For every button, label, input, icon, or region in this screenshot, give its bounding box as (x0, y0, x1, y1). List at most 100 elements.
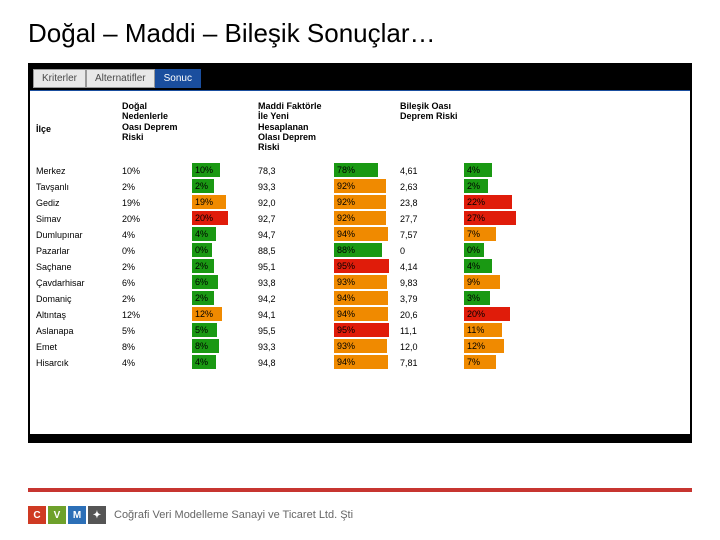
slide-title: Doğal – Maddi – Bileşik Sonuçlar… (28, 18, 692, 49)
bilesik-val-8: 3,79 (400, 291, 460, 307)
maddi-val-4: 94,7 (258, 227, 330, 243)
dogal-val-8: 2% (122, 291, 188, 307)
dogal-val-5: 0% (122, 243, 188, 259)
maddi-bar-8: 94% (334, 291, 396, 305)
dogal-bar-9: 12% (192, 307, 254, 321)
col-ilce: İlçe MerkezTavşanlıGedizSimavDumlupınarP… (36, 101, 118, 428)
ilce-row-2: Gediz (36, 195, 118, 211)
dogal-bar-2: 19% (192, 195, 254, 209)
bilesik-val-7: 9,83 (400, 275, 460, 291)
maddi-val-5: 88,5 (258, 243, 330, 259)
dogal-val-2: 19% (122, 195, 188, 211)
tab-sonuc[interactable]: Sonuc (155, 69, 201, 88)
bilesik-bar-10: 11% (464, 323, 528, 337)
bilesik-val-9: 20,6 (400, 307, 460, 323)
bilesik-bar-12: 7% (464, 355, 528, 369)
header-ilce: İlçe (36, 101, 118, 163)
bilesik-val-0: 4,61 (400, 163, 460, 179)
maddi-val-2: 92,0 (258, 195, 330, 211)
maddi-bar-4: 94% (334, 227, 396, 241)
dogal-bar-11: 8% (192, 339, 254, 353)
dogal-bar-3: 20% (192, 211, 254, 225)
maddi-bar-10: 95% (334, 323, 396, 337)
dogal-bar-1: 2% (192, 179, 254, 193)
dogal-val-9: 12% (122, 307, 188, 323)
ilce-row-0: Merkez (36, 163, 118, 179)
col-maddi-bars: 78% 92% 92% 92% 94% 88% 95% 93% 94% 94% 95% 93% 94% (334, 101, 396, 428)
header-maddi: Maddi Faktörle İle Yeni Hesaplanan Olası… (258, 101, 330, 163)
bilesik-val-6: 4,14 (400, 259, 460, 275)
maddi-bar-7: 93% (334, 275, 396, 289)
bilesik-bar-3: 27% (464, 211, 528, 225)
ilce-row-11: Emet (36, 339, 118, 355)
bilesik-bar-6: 4% (464, 259, 528, 273)
header-maddi-bars (334, 101, 396, 163)
logo-m: M (68, 506, 86, 524)
dogal-val-12: 4% (122, 355, 188, 371)
maddi-bar-1: 92% (334, 179, 396, 193)
dogal-bar-12: 4% (192, 355, 254, 369)
footer-company: Coğrafi Veri Modelleme Sanayi ve Ticaret… (114, 509, 353, 521)
maddi-val-8: 94,2 (258, 291, 330, 307)
ilce-row-6: Saçhane (36, 259, 118, 275)
logo-c: C (28, 506, 46, 524)
bilesik-val-3: 27,7 (400, 211, 460, 227)
col-bilesik-bars: 4%2%22%27%7%0%4%9%3%20%11%12%7% (464, 101, 528, 428)
ilce-row-8: Domaniç (36, 291, 118, 307)
header-dogal: Doğal Nedenlerle Oası Deprem Riski (122, 101, 188, 163)
maddi-val-12: 94,8 (258, 355, 330, 371)
results-panel: İlçe MerkezTavşanlıGedizSimavDumlupınarP… (30, 90, 690, 434)
dogal-val-6: 2% (122, 259, 188, 275)
header-bilesik: Bileşik Oası Deprem Riski (400, 101, 460, 163)
tab-alternatifler[interactable]: Alternatifler (86, 69, 155, 88)
dogal-val-7: 6% (122, 275, 188, 291)
bilesik-bar-0: 4% (464, 163, 528, 177)
col-maddi-values: Maddi Faktörle İle Yeni Hesaplanan Olası… (258, 101, 330, 428)
dogal-val-0: 10% (122, 163, 188, 179)
dogal-bar-5: 0% (192, 243, 254, 257)
header-dogal-bars (192, 101, 254, 163)
ilce-row-5: Pazarlar (36, 243, 118, 259)
bilesik-val-4: 7,57 (400, 227, 460, 243)
dogal-bar-4: 4% (192, 227, 254, 241)
dogal-bar-8: 2% (192, 291, 254, 305)
maddi-bar-0: 78% (334, 163, 396, 177)
bilesik-bar-7: 9% (464, 275, 528, 289)
dogal-val-11: 8% (122, 339, 188, 355)
maddi-bar-11: 93% (334, 339, 396, 353)
maddi-bar-5: 88% (334, 243, 396, 257)
bilesik-val-1: 2,63 (400, 179, 460, 195)
header-bilesik-bars (464, 101, 528, 163)
dogal-bar-6: 2% (192, 259, 254, 273)
app-window: Kriterler Alternatifler Sonuc İlçe Merke… (28, 63, 692, 443)
maddi-val-10: 95,5 (258, 323, 330, 339)
maddi-val-1: 93,3 (258, 179, 330, 195)
ilce-row-10: Aslanapa (36, 323, 118, 339)
dogal-val-4: 4% (122, 227, 188, 243)
bilesik-bar-2: 22% (464, 195, 528, 209)
ilce-row-4: Dumlupınar (36, 227, 118, 243)
maddi-val-3: 92,7 (258, 211, 330, 227)
maddi-val-7: 93,8 (258, 275, 330, 291)
maddi-bar-3: 92% (334, 211, 396, 225)
maddi-bar-9: 94% (334, 307, 396, 321)
maddi-val-0: 78,3 (258, 163, 330, 179)
maddi-bar-12: 94% (334, 355, 396, 369)
footer: C V M ✦ Coğrafi Veri Modelleme Sanayi ve… (28, 506, 353, 524)
maddi-val-9: 94,1 (258, 307, 330, 323)
maddi-bar-6: 95% (334, 259, 396, 273)
ilce-row-3: Simav (36, 211, 118, 227)
maddi-bar-2: 92% (334, 195, 396, 209)
ilce-row-9: Altıntaş (36, 307, 118, 323)
ilce-row-1: Tavşanlı (36, 179, 118, 195)
logo: C V M ✦ (28, 506, 106, 524)
dogal-bar-10: 5% (192, 323, 254, 337)
bilesik-val-2: 23,8 (400, 195, 460, 211)
dogal-val-1: 2% (122, 179, 188, 195)
bilesik-bar-5: 0% (464, 243, 528, 257)
tab-bar: Kriterler Alternatifler Sonuc (30, 69, 690, 88)
bilesik-bar-11: 12% (464, 339, 528, 353)
tab-kriterler[interactable]: Kriterler (33, 69, 86, 88)
dogal-val-10: 5% (122, 323, 188, 339)
maddi-val-6: 95,1 (258, 259, 330, 275)
